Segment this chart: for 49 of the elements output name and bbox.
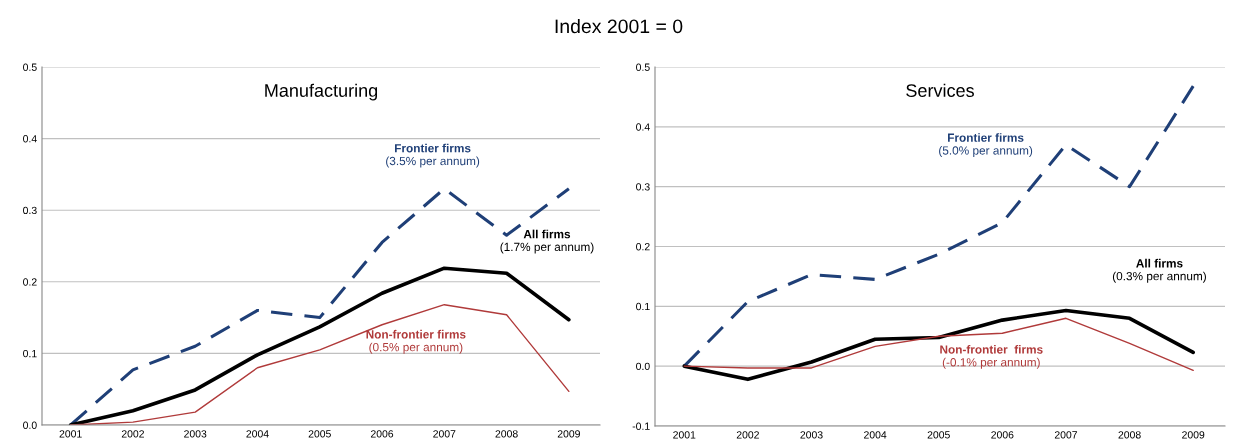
y-tick-label: 0.1 bbox=[23, 349, 37, 358]
x-tick-label: 2004 bbox=[864, 431, 887, 439]
line-series bbox=[68, 266, 571, 425]
x-tick-label: 2006 bbox=[370, 430, 394, 438]
y-tick-label: 0.2 bbox=[23, 278, 37, 286]
x-tick-label: 2004 bbox=[246, 430, 269, 438]
text: Services bbox=[906, 83, 974, 97]
text: All firms bbox=[523, 229, 571, 239]
y-tick-label: 0.0 bbox=[636, 362, 650, 371]
x-tick-label: 2003 bbox=[800, 431, 823, 439]
annotation: (1.7% per annum) bbox=[500, 242, 594, 254]
y-tick-label: 0.2 bbox=[636, 243, 650, 251]
x-tick-label: 2008 bbox=[495, 430, 518, 438]
x-tick-label: 2007 bbox=[433, 430, 456, 438]
annotation: (-0.1% per annum) bbox=[942, 357, 1040, 369]
text: Manufacturing bbox=[265, 83, 378, 101]
x-tick-label: 2008 bbox=[1118, 431, 1141, 439]
series-label: Non-frontier firms bbox=[366, 329, 466, 339]
x-tick-label: 2005 bbox=[927, 431, 950, 439]
x-tick-label: 2002 bbox=[736, 431, 759, 439]
y-tick-label: 0.3 bbox=[636, 183, 650, 191]
x-tick-label: 2001 bbox=[673, 431, 696, 439]
text: Frontier firms bbox=[948, 133, 1024, 142]
y-tick-label: 0.5 bbox=[636, 63, 650, 71]
y-tick-label: 0.0 bbox=[23, 421, 37, 429]
x-tick-label: 2005 bbox=[308, 430, 331, 438]
y-tick-label: 0.3 bbox=[23, 206, 37, 215]
x-tick-label: 2007 bbox=[1054, 431, 1078, 439]
annotation: (3.5% per annum) bbox=[386, 156, 480, 168]
annotation: (5.0% per annum) bbox=[939, 145, 1033, 157]
annotation: (0.3% per annum) bbox=[1112, 271, 1206, 283]
line-series bbox=[682, 308, 1195, 382]
text: All firms bbox=[1136, 258, 1183, 268]
x-tick-label: 2009 bbox=[557, 430, 580, 438]
x-tick-label: 2003 bbox=[184, 430, 207, 438]
y-tick-label: -0.1 bbox=[632, 422, 650, 430]
y-tick-label: 0.1 bbox=[636, 302, 650, 311]
line-series bbox=[683, 317, 1194, 372]
x-tick-label: 2002 bbox=[121, 430, 144, 438]
y-tick-label: 0.4 bbox=[23, 135, 37, 143]
text: Frontier firms bbox=[395, 143, 471, 153]
x-tick-label: 2009 bbox=[1182, 431, 1205, 439]
y-tick-label: 0.5 bbox=[23, 63, 37, 71]
x-tick-label: 2006 bbox=[991, 431, 1014, 439]
annotation: (0.5% per annum) bbox=[369, 342, 463, 354]
series-label: Non-frontier firms bbox=[940, 344, 1043, 354]
x-tick-label: 2001 bbox=[59, 430, 82, 438]
y-tick-label: 0.4 bbox=[636, 123, 650, 131]
chart-subtitle: Index 2001 = 0 bbox=[555, 18, 683, 34]
